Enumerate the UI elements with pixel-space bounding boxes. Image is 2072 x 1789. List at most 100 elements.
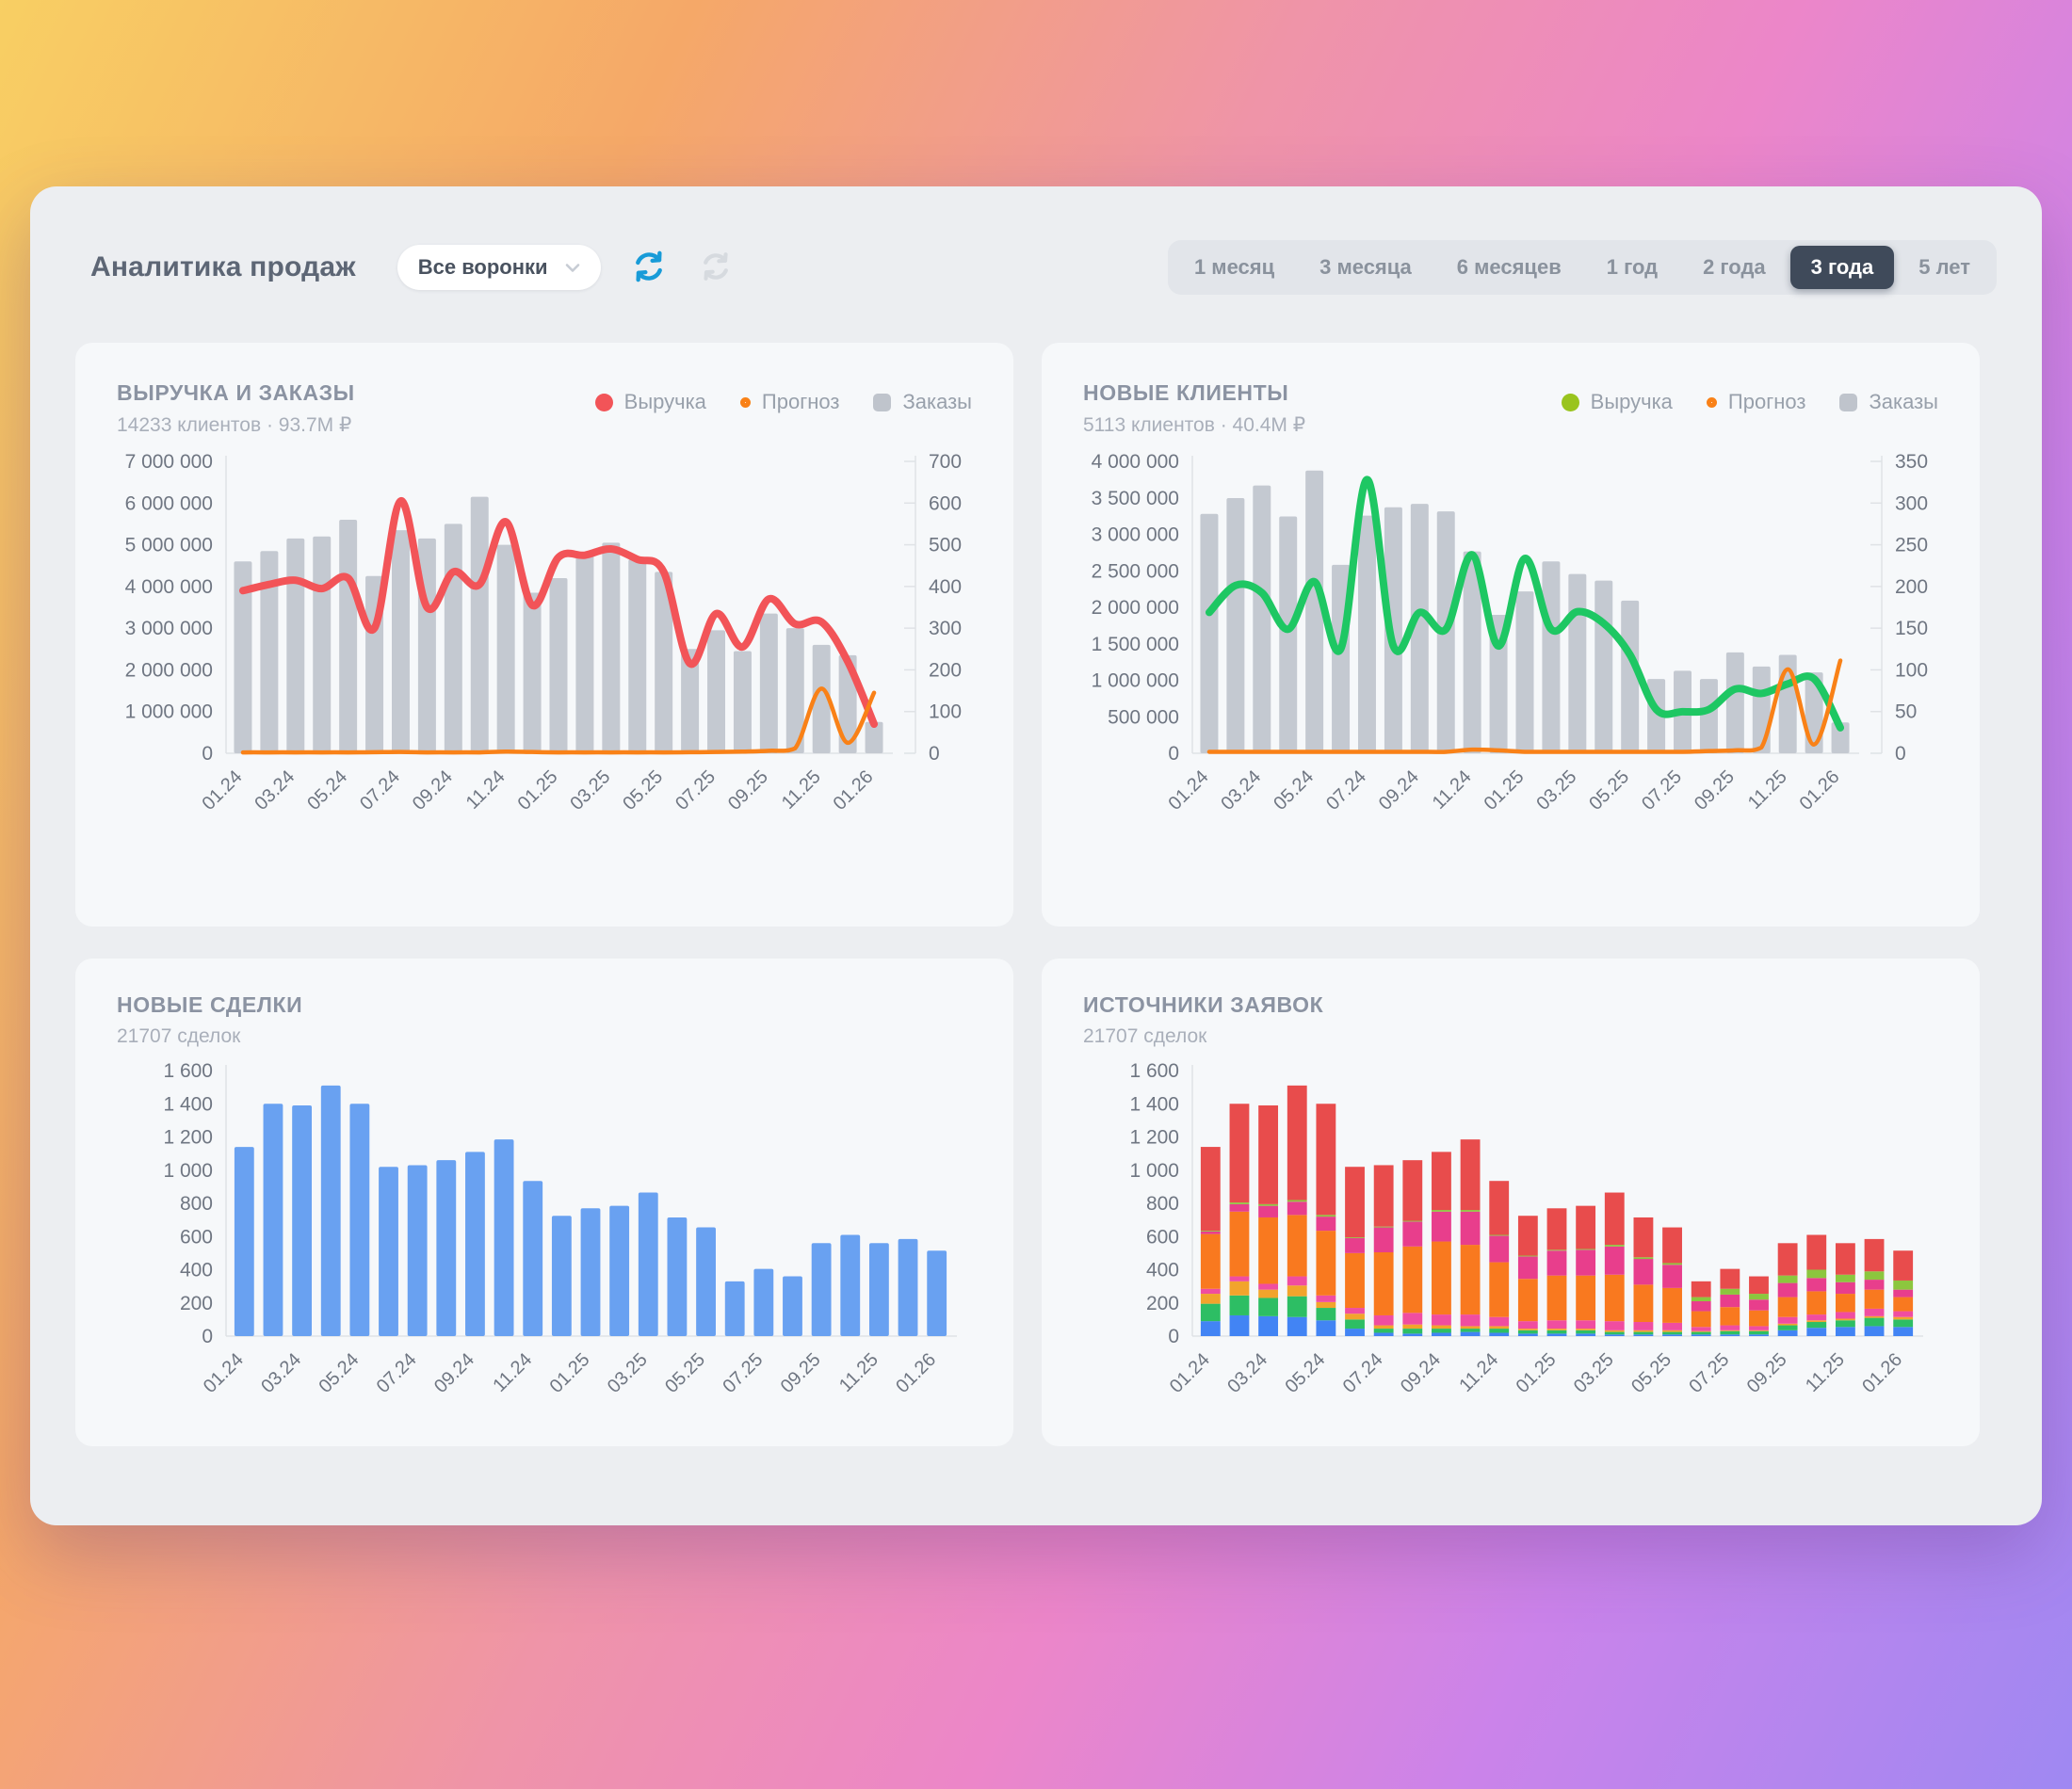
svg-text:09.24: 09.24 [409,766,457,814]
chart-title: ВЫРУЧКА И ЗАКАЗЫ [117,380,355,405]
svg-text:07.24: 07.24 [1322,766,1370,814]
svg-text:200: 200 [180,1293,213,1314]
svg-text:200: 200 [929,659,962,681]
svg-text:03.25: 03.25 [604,1349,652,1397]
svg-text:700: 700 [929,451,962,473]
svg-text:01.26: 01.26 [892,1349,940,1397]
svg-text:05.24: 05.24 [303,766,351,814]
svg-text:6 000 000: 6 000 000 [125,492,213,514]
legend-item-revenue[interactable]: Выручка [594,390,706,414]
time-range-group: 1 месяц 3 месяца 6 месяцев 1 год 2 года 3 год… [1167,240,1997,295]
legend-label: Прогноз [761,390,840,413]
new-clients-chart: 0 500 000 1 000 000 1 500 000 2 000 000 2 500… [1092,451,1928,814]
chart-subtitle: 21707 сделок [117,1025,241,1047]
svg-text:01.24: 01.24 [1165,766,1213,814]
svg-text:3 500 000: 3 500 000 [1092,488,1179,509]
time-range-button-6[interactable]: 5 лет [1898,246,1991,289]
chart-title: НОВЫЕ КЛИЕНТЫ [1083,380,1289,405]
svg-text:1 000 000: 1 000 000 [1092,670,1179,692]
legend-item-revenue[interactable]: Выручка [1561,390,1673,414]
legend: Выручка Прогноз Заказы [1561,390,1938,414]
svg-text:05.25: 05.25 [661,1349,709,1397]
svg-text:09.24: 09.24 [1375,766,1423,814]
svg-text:01.25: 01.25 [546,1349,594,1397]
legend-item-orders[interactable]: Заказы [873,390,972,414]
svg-text:05.24: 05.24 [315,1349,363,1397]
svg-text:250: 250 [1895,535,1928,556]
time-range-button-5[interactable]: 3 года [1789,246,1895,289]
legend-item-forecast[interactable]: Прогноз [1706,390,1805,414]
chart-subtitle: 14233 клиентов · 93.7M ₽ [117,414,352,436]
svg-text:03.24: 03.24 [1223,1349,1271,1397]
svg-text:05.24: 05.24 [1270,766,1318,814]
svg-text:07.24: 07.24 [1339,1349,1387,1397]
svg-text:600: 600 [180,1226,213,1248]
svg-text:600: 600 [1146,1226,1179,1248]
time-range-button-2[interactable]: 6 месяцев [1436,246,1582,289]
svg-text:09.25: 09.25 [724,766,772,814]
svg-text:03.24: 03.24 [251,766,299,814]
svg-text:11.24: 11.24 [1455,1349,1502,1396]
svg-text:100: 100 [929,701,962,723]
time-range-button-4[interactable]: 2 года [1682,246,1787,289]
svg-text:7 000 000: 7 000 000 [125,451,213,473]
chart-subtitle: 5113 клиентов · 40.4M ₽ [1083,414,1306,436]
svg-text:11.25: 11.25 [778,766,825,814]
svg-text:03.24: 03.24 [257,1349,305,1397]
svg-text:0: 0 [929,743,940,765]
legend-dot-icon [1561,393,1579,411]
svg-text:0: 0 [1895,743,1906,765]
svg-text:11.25: 11.25 [835,1349,882,1396]
svg-text:11.25: 11.25 [1744,766,1791,814]
legend-item-orders[interactable]: Заказы [1839,390,1938,414]
svg-text:800: 800 [180,1193,213,1215]
svg-text:01.24: 01.24 [200,1349,248,1397]
chart-subtitle: 21707 сделок [1083,1025,1207,1047]
time-range-button-0[interactable]: 1 месяц [1174,246,1295,289]
svg-text:11.24: 11.24 [462,766,510,814]
svg-text:03.25: 03.25 [1532,766,1580,814]
svg-text:500: 500 [929,535,962,556]
svg-text:01.25: 01.25 [514,766,562,814]
svg-text:0: 0 [1168,743,1179,765]
sync-icon [703,251,728,281]
svg-text:600: 600 [929,492,962,514]
svg-text:07.25: 07.25 [672,766,720,814]
legend-label: Выручка [623,390,706,413]
svg-text:05.24: 05.24 [1281,1349,1329,1397]
time-range-button-3[interactable]: 1 год [1586,246,1678,289]
svg-text:09.25: 09.25 [1691,766,1739,814]
svg-text:01.24: 01.24 [199,766,247,814]
legend-label: Заказы [1869,390,1938,413]
svg-text:07.24: 07.24 [356,766,404,814]
svg-text:0: 0 [202,743,213,765]
svg-text:200: 200 [1895,576,1928,598]
svg-text:07.25: 07.25 [1685,1349,1733,1397]
svg-text:1 600: 1 600 [1129,1060,1179,1082]
legend-ring-icon [1706,396,1717,408]
page-title: Аналитика продаж [90,251,356,282]
time-range-button-1[interactable]: 3 месяца [1299,246,1433,289]
svg-text:2 000 000: 2 000 000 [1092,597,1179,619]
svg-text:3 000 000: 3 000 000 [125,618,213,639]
legend-label: Выручка [1590,390,1673,413]
svg-text:05.25: 05.25 [1585,766,1633,814]
refresh-button[interactable] [629,247,669,288]
charts-grid: ВЫРУЧКА И ЗАКАЗЫ 14233 клиентов · 93.7M … [75,343,1997,1446]
chart-card-new-deals: НОВЫЕ СДЕЛКИ 21707 сделок 0 200 400 600 800 1… [75,959,1013,1446]
funnel-selector[interactable]: Все воронки [397,245,601,290]
svg-text:1 200: 1 200 [1129,1127,1179,1149]
sync-button[interactable] [697,247,735,288]
svg-text:500 000: 500 000 [1108,706,1179,728]
legend-dot-icon [594,393,613,411]
legend-square-icon [1839,393,1858,411]
svg-text:1 600: 1 600 [163,1060,213,1082]
svg-text:03.25: 03.25 [1570,1349,1618,1397]
svg-text:350: 350 [1895,451,1928,473]
legend-item-forecast[interactable]: Прогноз [739,390,840,414]
svg-text:2 500 000: 2 500 000 [1092,560,1179,582]
dashboard-card: Аналитика продаж Все воронки [30,186,2042,1525]
svg-text:09.25: 09.25 [777,1349,825,1397]
svg-text:03.25: 03.25 [566,766,614,814]
legend-ring-icon [739,396,751,408]
